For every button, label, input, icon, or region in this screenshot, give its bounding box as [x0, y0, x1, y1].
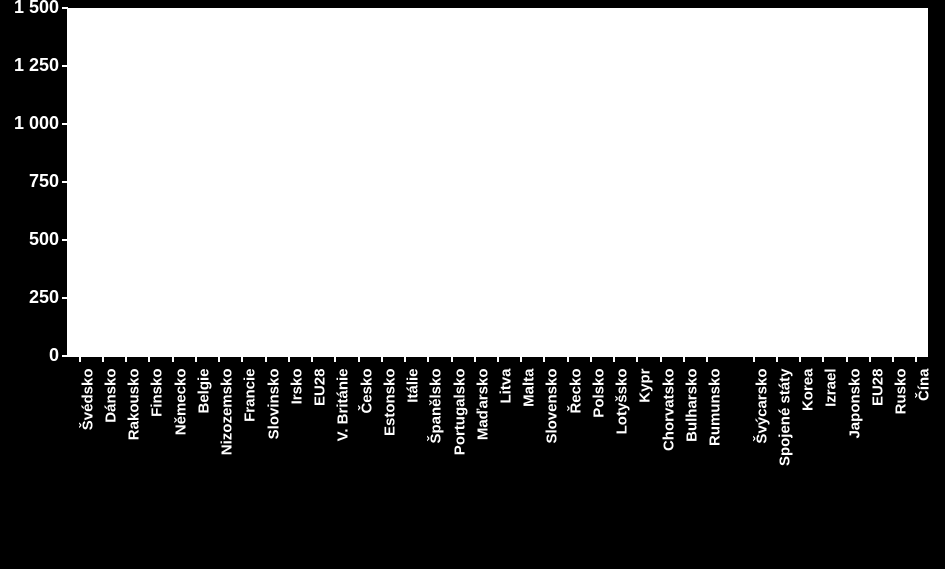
- y-tick-mark: [62, 181, 68, 183]
- x-tick-mark: [590, 356, 592, 362]
- x-category-label: Dánsko: [102, 369, 119, 569]
- x-category-label: Belgie: [195, 369, 212, 569]
- x-tick-mark: [427, 356, 429, 362]
- x-category-label: EU28: [312, 369, 329, 569]
- y-tick-mark: [62, 355, 68, 357]
- y-tick-mark: [62, 7, 68, 9]
- x-tick-mark: [125, 356, 127, 362]
- x-category-label: Maďarsko: [474, 369, 491, 569]
- x-tick-mark: [334, 356, 336, 362]
- x-tick-mark: [218, 356, 220, 362]
- x-category-label: Německo: [172, 369, 189, 569]
- x-tick-mark: [148, 356, 150, 362]
- x-category-label: Chorvatsko: [660, 369, 677, 569]
- x-tick-mark: [474, 356, 476, 362]
- x-category-label: Švýcarsko: [753, 369, 770, 569]
- x-tick-mark: [241, 356, 243, 362]
- x-category-label: Francie: [242, 369, 259, 569]
- x-category-label: Česko: [358, 369, 375, 569]
- x-category-label: Portugalsko: [451, 369, 468, 569]
- x-tick-mark: [567, 356, 569, 362]
- y-tick-label: 500: [4, 229, 59, 250]
- x-category-label: Kypr: [637, 369, 654, 569]
- x-category-label: Nizozemsko: [219, 369, 236, 569]
- x-tick-mark: [102, 356, 104, 362]
- x-tick-mark: [288, 356, 290, 362]
- x-category-label: Japonsko: [846, 369, 863, 569]
- y-tick-mark: [62, 123, 68, 125]
- x-category-label: Španělsko: [428, 369, 445, 569]
- x-category-label: Rusko: [893, 369, 910, 569]
- x-tick-mark: [195, 356, 197, 362]
- y-tick-label: 1 500: [4, 0, 59, 18]
- x-tick-mark: [358, 356, 360, 362]
- x-tick-mark: [683, 356, 685, 362]
- x-category-label: Izrael: [823, 369, 840, 569]
- x-category-label: Švédsko: [79, 369, 96, 569]
- x-tick-mark: [636, 356, 638, 362]
- x-tick-mark: [381, 356, 383, 362]
- x-tick-mark: [311, 356, 313, 362]
- y-tick-label: 0: [4, 345, 59, 366]
- x-tick-mark: [706, 356, 708, 362]
- x-tick-mark: [892, 356, 894, 362]
- x-tick-mark: [869, 356, 871, 362]
- x-category-label: Irsko: [288, 369, 305, 569]
- x-tick-mark: [660, 356, 662, 362]
- x-category-label: Slovinsko: [265, 369, 282, 569]
- y-tick-mark: [62, 65, 68, 67]
- x-category-label: Malta: [521, 369, 538, 569]
- x-tick-mark: [799, 356, 801, 362]
- x-category-label: Finsko: [149, 369, 166, 569]
- y-tick-mark: [62, 239, 68, 241]
- x-tick-mark: [404, 356, 406, 362]
- x-category-label: EU28: [869, 369, 886, 569]
- x-category-label: Lotyšsko: [614, 369, 631, 569]
- x-category-label: Litva: [498, 369, 515, 569]
- x-category-label: V. Británie: [335, 369, 352, 569]
- x-tick-mark: [776, 356, 778, 362]
- x-category-label: Řecko: [567, 369, 584, 569]
- x-tick-mark: [822, 356, 824, 362]
- x-tick-mark: [753, 356, 755, 362]
- y-tick-label: 1 250: [4, 55, 59, 76]
- x-category-label: Estonsko: [381, 369, 398, 569]
- x-category-label: Bulharsko: [683, 369, 700, 569]
- y-tick-label: 1 000: [4, 113, 59, 134]
- x-category-label: Rumunsko: [707, 369, 724, 569]
- y-tick-label: 750: [4, 171, 59, 192]
- x-tick-mark: [172, 356, 174, 362]
- x-category-label: Polsko: [590, 369, 607, 569]
- x-tick-mark: [613, 356, 615, 362]
- chart-plot-area: [68, 8, 928, 356]
- x-tick-mark: [846, 356, 848, 362]
- x-tick-mark: [915, 356, 917, 362]
- x-tick-mark: [451, 356, 453, 362]
- x-tick-mark: [265, 356, 267, 362]
- x-category-label: Itálie: [405, 369, 422, 569]
- x-category-label: Spojené státy: [776, 369, 793, 569]
- y-tick-label: 250: [4, 287, 59, 308]
- x-category-label: Čína: [916, 369, 933, 569]
- x-category-label: Korea: [800, 369, 817, 569]
- x-category-label: Slovensko: [544, 369, 561, 569]
- x-tick-mark: [497, 356, 499, 362]
- y-tick-mark: [62, 297, 68, 299]
- x-tick-mark: [520, 356, 522, 362]
- x-tick-mark: [79, 356, 81, 362]
- x-tick-mark: [543, 356, 545, 362]
- x-category-label: Rakousko: [126, 369, 143, 569]
